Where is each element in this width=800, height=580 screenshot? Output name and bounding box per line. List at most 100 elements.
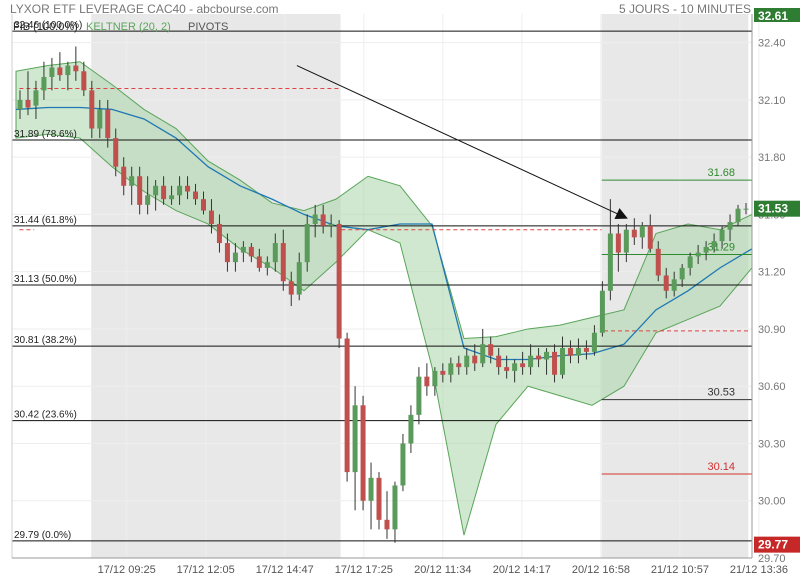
last-price-label: 31.53 [758, 202, 788, 216]
candle-body [432, 370, 438, 387]
x-tick-label: 17/12 14:47 [256, 564, 314, 576]
candle-body [663, 275, 669, 291]
candle-body [703, 246, 709, 253]
candle-body [647, 225, 653, 249]
fib-level-label: 29.79 (0.0%) [14, 530, 71, 541]
x-tick-label: 20/12 14:17 [493, 564, 551, 576]
candle-body [193, 191, 199, 200]
x-tick-label: 21/12 10:57 [651, 564, 709, 576]
x-tick-label: 20/12 11:34 [414, 564, 471, 576]
y-tick-label: 30.60 [758, 381, 786, 393]
candle-body [121, 166, 127, 186]
candle-body [272, 243, 278, 263]
candle-body [17, 99, 23, 110]
top-price-box [754, 8, 800, 22]
candle-body [73, 65, 79, 72]
candle-body [560, 348, 566, 375]
candle-body [496, 355, 502, 368]
candle-body [488, 344, 494, 356]
trend-arrow-head [614, 208, 628, 220]
candle-body [360, 405, 366, 501]
candle-body [456, 363, 462, 368]
candle-body [727, 222, 733, 230]
candle-body [520, 363, 526, 368]
candle-body [33, 90, 39, 106]
legend-pivots[interactable]: PIVOTS [188, 21, 229, 33]
candle-body [687, 256, 693, 268]
candle-body [448, 363, 454, 375]
pivot-label: 30.14 [707, 461, 735, 473]
candle-body [536, 355, 542, 360]
candle-body [169, 195, 175, 200]
candle-body [711, 241, 717, 247]
fib-level-label: 31.89 (78.6%) [14, 129, 77, 140]
candle-body [185, 185, 191, 192]
candle-body [105, 109, 111, 139]
candle-body [591, 332, 597, 352]
candle-body [424, 376, 430, 387]
keltner-midline [15, 106, 753, 361]
candle-body [416, 376, 422, 415]
candle-body [567, 348, 573, 356]
candle-body [224, 243, 230, 263]
trend-line [296, 65, 628, 220]
grid-lines [12, 14, 760, 559]
fib-level-label: 30.42 (23.6%) [14, 410, 77, 421]
candle-body [320, 214, 326, 226]
axes: 32.4032.1031.8031.5031.2030.9030.6030.30… [11, 8, 800, 576]
candle-body [440, 370, 446, 375]
y-tick-label: 30.00 [758, 496, 786, 508]
candle-body [240, 246, 246, 253]
candle-body [232, 252, 238, 263]
candle-body [679, 267, 685, 280]
candle-body [129, 176, 135, 186]
candle-body [81, 71, 87, 91]
candle-body [288, 281, 294, 295]
pivot-label: 30.53 [707, 387, 735, 399]
candle-body [623, 229, 629, 253]
top-price-label: 32.61 [758, 9, 788, 23]
candle-body [544, 351, 550, 360]
candle-body [145, 195, 151, 205]
low-price-box [754, 536, 800, 553]
candle-body [248, 246, 254, 257]
candle-body [97, 109, 103, 129]
low-price-label: 29.77 [758, 538, 788, 552]
x-tick-label: 20/12 16:58 [572, 564, 630, 576]
x-tick-label: 17/12 17:25 [335, 564, 393, 576]
candle-body [161, 185, 167, 200]
chart-title: LYXOR ETF LEVERAGE CAC40 - abcbourse.com [10, 2, 279, 16]
candle-body [376, 477, 382, 520]
y-tick-label: 31.80 [758, 152, 786, 164]
candle-body [200, 199, 206, 211]
candles [17, 46, 749, 543]
candle-body [113, 138, 119, 167]
fib-level-label: 30.81 (38.2%) [14, 335, 77, 346]
candle-body [599, 290, 605, 333]
y-tick-label: 30.30 [758, 438, 786, 450]
candle-body [41, 76, 47, 91]
candle-body [583, 348, 589, 352]
timeframe-label: 5 JOURS - 10 MINUTES [618, 2, 751, 16]
legend-fibo[interactable]: FIB (100.0%) [13, 21, 78, 33]
legend-keltner[interactable]: KELTNER (20, 2) [86, 21, 171, 33]
trend-line-segment [296, 65, 620, 215]
candle-body [400, 443, 406, 486]
candle-body [177, 185, 183, 196]
candle-body [384, 519, 390, 530]
x-tick-label: 17/12 12:05 [177, 564, 235, 576]
y-tick-label: 31.20 [758, 267, 786, 279]
fib-level-label: 32.46 (100.0%) [14, 20, 82, 31]
candle-body [695, 252, 701, 257]
candle-body [631, 229, 637, 238]
candle-body [137, 176, 143, 205]
candle-body [57, 67, 63, 76]
candle-body [328, 223, 334, 226]
candle-body [344, 338, 350, 473]
candle-body [528, 355, 534, 368]
candle-body [65, 65, 71, 76]
candle-body [655, 248, 661, 276]
y-tick-label: 32.10 [758, 95, 786, 107]
candle-body [639, 225, 645, 238]
